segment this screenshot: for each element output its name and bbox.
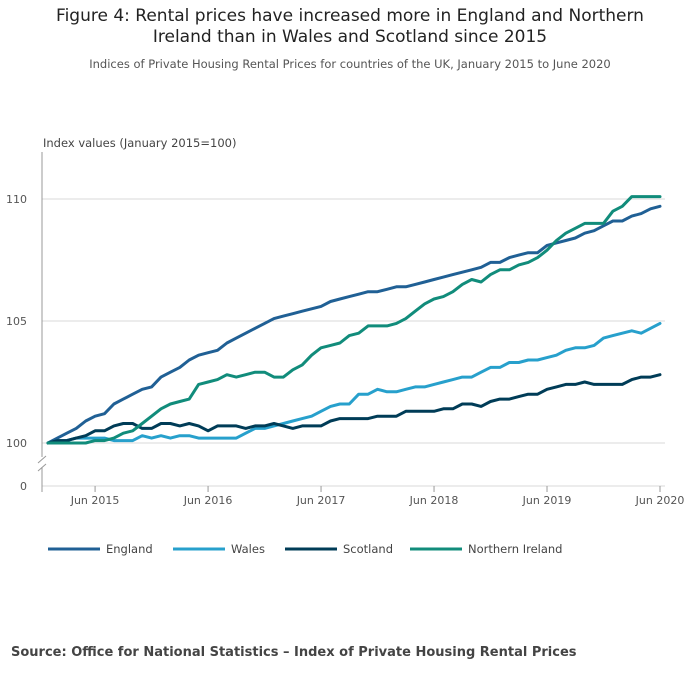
y-tick-label-0: 0 <box>20 480 27 493</box>
chart-subtitle: Indices of Private Housing Rental Prices… <box>89 57 611 71</box>
source-note: Source: Office for National Statistics –… <box>11 645 577 660</box>
y-tick-label-100: 100 <box>6 437 27 450</box>
legend-label-northern-ireland: Northern Ireland <box>468 542 562 556</box>
series-line-england <box>46 204 662 445</box>
legend: England Wales Scotland Northern Ireland <box>48 542 562 556</box>
axes: 100 105 110 0 Jun 2015 Jun 2016 Jun 2017 Jun 20… <box>6 152 684 507</box>
series-line-wales <box>46 321 662 445</box>
y-axis-break-mark <box>37 455 47 472</box>
series-line-northern-ireland <box>46 195 662 445</box>
x-tick-label: Jun 2016 <box>183 494 233 507</box>
y-tick-label-110: 110 <box>6 193 27 206</box>
chart-title-line2: Ireland than in Wales and Scotland since… <box>152 27 548 47</box>
legend-label-england: England <box>106 542 153 556</box>
chart-title-line1: Figure 4: Rental prices have increased m… <box>56 6 644 26</box>
chart-title: Figure 4: Rental prices have increased m… <box>0 6 700 48</box>
y-axis-label: Index values (January 2015=100) <box>43 136 236 150</box>
legend-label-scotland: Scotland <box>343 542 393 556</box>
y-tick-label-105: 105 <box>6 315 27 328</box>
grid <box>42 198 665 487</box>
x-tick-label: Jun 2015 <box>70 494 120 507</box>
x-tick-label: Jun 2020 <box>635 494 685 507</box>
line-chart: Index values (January 2015=100) 100 105 11… <box>6 136 684 556</box>
x-tick-label: Jun 2018 <box>409 494 459 507</box>
series-lines <box>46 195 662 445</box>
x-tick-label: Jun 2017 <box>296 494 346 507</box>
legend-label-wales: Wales <box>231 542 265 556</box>
series-line-scotland <box>46 373 662 445</box>
x-tick-label: Jun 2019 <box>522 494 572 507</box>
